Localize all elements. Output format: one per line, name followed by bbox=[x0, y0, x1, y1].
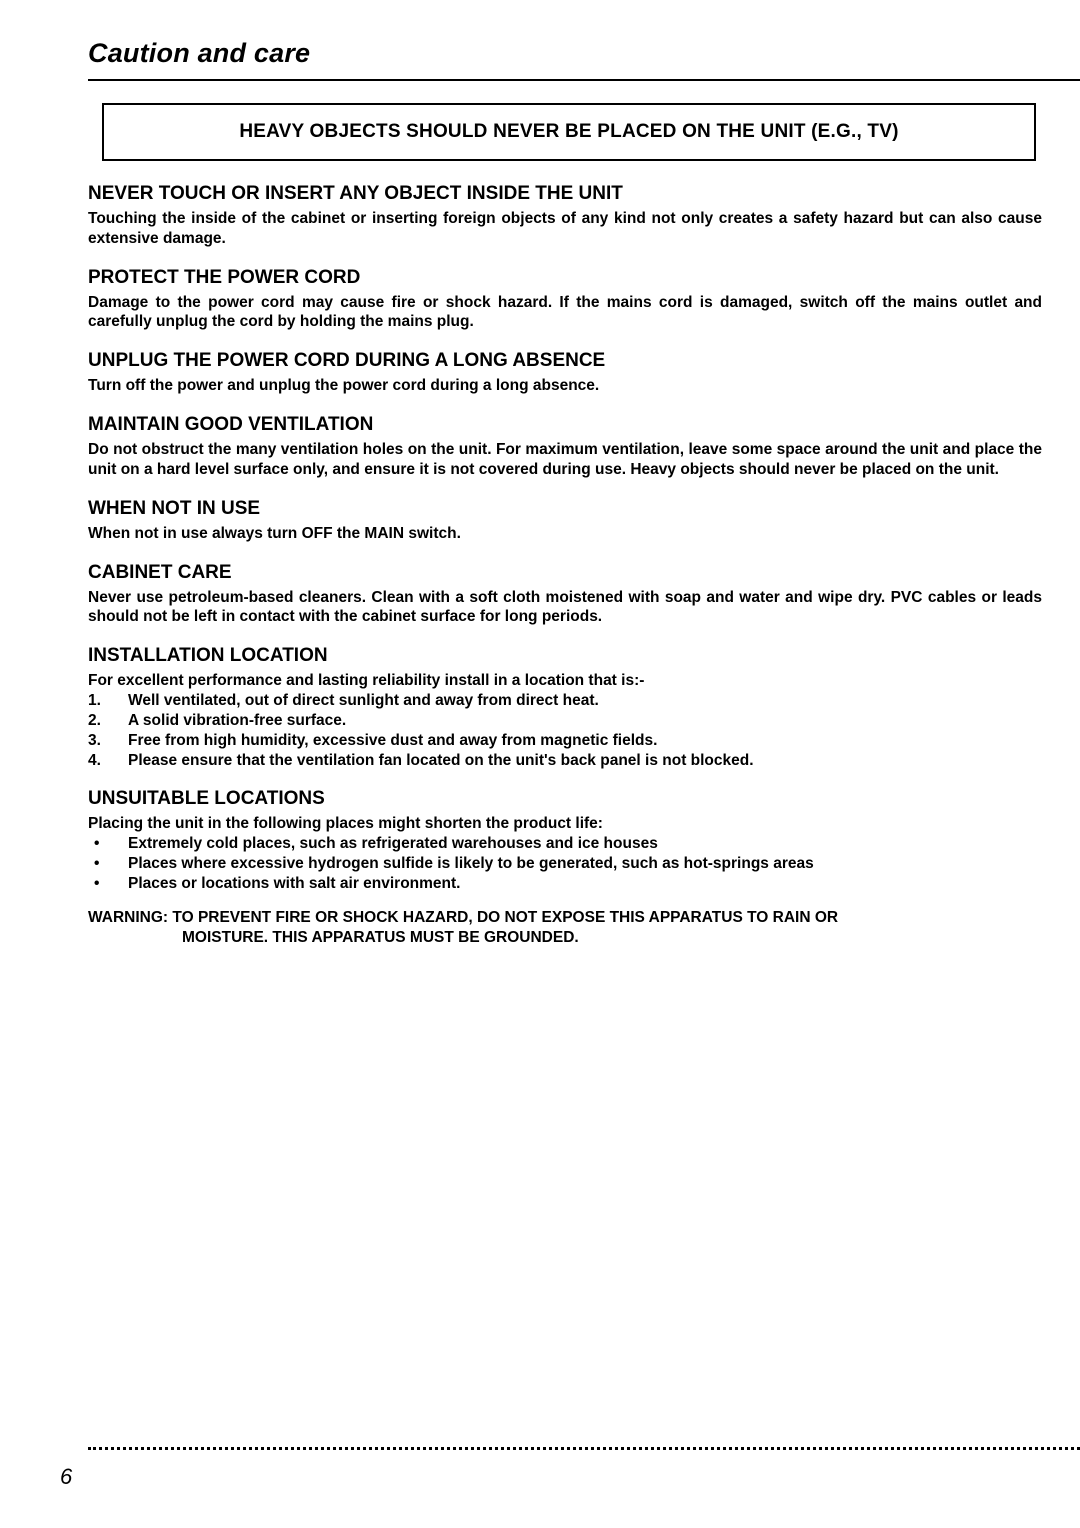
title-rule bbox=[88, 79, 1080, 81]
section-ventilation: MAINTAIN GOOD VENTILATION Do not obstruc… bbox=[88, 414, 1042, 480]
list-text: Free from high humidity, excessive dust … bbox=[128, 731, 1042, 751]
list-number: 3. bbox=[88, 731, 128, 751]
bullet-icon: • bbox=[88, 834, 128, 854]
page-title-row: Caution and care bbox=[0, 38, 1080, 75]
list-item: •Places where excessive hydrogen sulfide… bbox=[88, 854, 1042, 874]
boxed-notice: HEAVY OBJECTS SHOULD NEVER BE PLACED ON … bbox=[102, 103, 1036, 161]
content-area: HEAVY OBJECTS SHOULD NEVER BE PLACED ON … bbox=[0, 103, 1080, 947]
section-body: Turn off the power and unplug the power … bbox=[88, 376, 1042, 396]
warning-block: WARNING: TO PREVENT FIRE OR SHOCK HAZARD… bbox=[88, 908, 1042, 948]
list-item: 2.A solid vibration-free surface. bbox=[88, 711, 1042, 731]
section-body: When not in use always turn OFF the MAIN… bbox=[88, 524, 1042, 544]
section-heading: PROTECT THE POWER CORD bbox=[88, 267, 1042, 289]
list-text: Extremely cold places, such as refrigera… bbox=[128, 834, 1042, 854]
list-item: 1.Well ventilated, out of direct sunligh… bbox=[88, 691, 1042, 711]
list-item: •Places or locations with salt air envir… bbox=[88, 874, 1042, 894]
section-heading: UNPLUG THE POWER CORD DURING A LONG ABSE… bbox=[88, 350, 1042, 372]
list-item: 3.Free from high humidity, excessive dus… bbox=[88, 731, 1042, 751]
unsuitable-list: •Extremely cold places, such as refriger… bbox=[88, 834, 1042, 893]
list-number: 1. bbox=[88, 691, 128, 711]
install-list: 1.Well ventilated, out of direct sunligh… bbox=[88, 691, 1042, 770]
warning-label: WARNING: bbox=[88, 908, 168, 928]
section-heading: NEVER TOUCH OR INSERT ANY OBJECT INSIDE … bbox=[88, 183, 1042, 205]
warning-line2: MOISTURE. THIS APPARATUS MUST BE GROUNDE… bbox=[88, 928, 1042, 948]
section-body: Do not obstruct the many ventilation hol… bbox=[88, 440, 1042, 480]
list-text: Please ensure that the ventilation fan l… bbox=[128, 751, 1042, 771]
list-text: Places where excessive hydrogen sulfide … bbox=[128, 854, 1042, 874]
section-not-in-use: WHEN NOT IN USE When not in use always t… bbox=[88, 498, 1042, 544]
bullet-icon: • bbox=[88, 854, 128, 874]
list-text: A solid vibration-free surface. bbox=[128, 711, 1042, 731]
section-unplug: UNPLUG THE POWER CORD DURING A LONG ABSE… bbox=[88, 350, 1042, 396]
list-text: Places or locations with salt air enviro… bbox=[128, 874, 1042, 894]
section-never-touch: NEVER TOUCH OR INSERT ANY OBJECT INSIDE … bbox=[88, 183, 1042, 249]
section-body: Never use petroleum-based cleaners. Clea… bbox=[88, 588, 1042, 628]
page-number: 6 bbox=[60, 1464, 72, 1490]
manual-page: Caution and care HEAVY OBJECTS SHOULD NE… bbox=[0, 0, 1080, 1528]
section-install: INSTALLATION LOCATION For excellent perf… bbox=[88, 645, 1042, 770]
section-heading: MAINTAIN GOOD VENTILATION bbox=[88, 414, 1042, 436]
section-heading: WHEN NOT IN USE bbox=[88, 498, 1042, 520]
section-body: Touching the inside of the cabinet or in… bbox=[88, 209, 1042, 249]
section-unsuitable: UNSUITABLE LOCATIONS Placing the unit in… bbox=[88, 788, 1042, 947]
list-text: Well ventilated, out of direct sunlight … bbox=[128, 691, 1042, 711]
section-intro: For excellent performance and lasting re… bbox=[88, 671, 1042, 691]
list-number: 4. bbox=[88, 751, 128, 771]
section-heading: CABINET CARE bbox=[88, 562, 1042, 584]
footer-dotted-rule bbox=[88, 1447, 1080, 1450]
section-intro: Placing the unit in the following places… bbox=[88, 814, 1042, 834]
section-heading: UNSUITABLE LOCATIONS bbox=[88, 788, 1042, 810]
list-item: 4.Please ensure that the ventilation fan… bbox=[88, 751, 1042, 771]
page-title: Caution and care bbox=[88, 38, 1080, 69]
warning-line1: TO PREVENT FIRE OR SHOCK HAZARD, DO NOT … bbox=[172, 909, 838, 926]
bullet-icon: • bbox=[88, 874, 128, 894]
section-body: Damage to the power cord may cause fire … bbox=[88, 293, 1042, 333]
section-heading: INSTALLATION LOCATION bbox=[88, 645, 1042, 667]
section-cabinet: CABINET CARE Never use petroleum-based c… bbox=[88, 562, 1042, 628]
list-number: 2. bbox=[88, 711, 128, 731]
list-item: •Extremely cold places, such as refriger… bbox=[88, 834, 1042, 854]
section-protect-cord: PROTECT THE POWER CORD Damage to the pow… bbox=[88, 267, 1042, 333]
